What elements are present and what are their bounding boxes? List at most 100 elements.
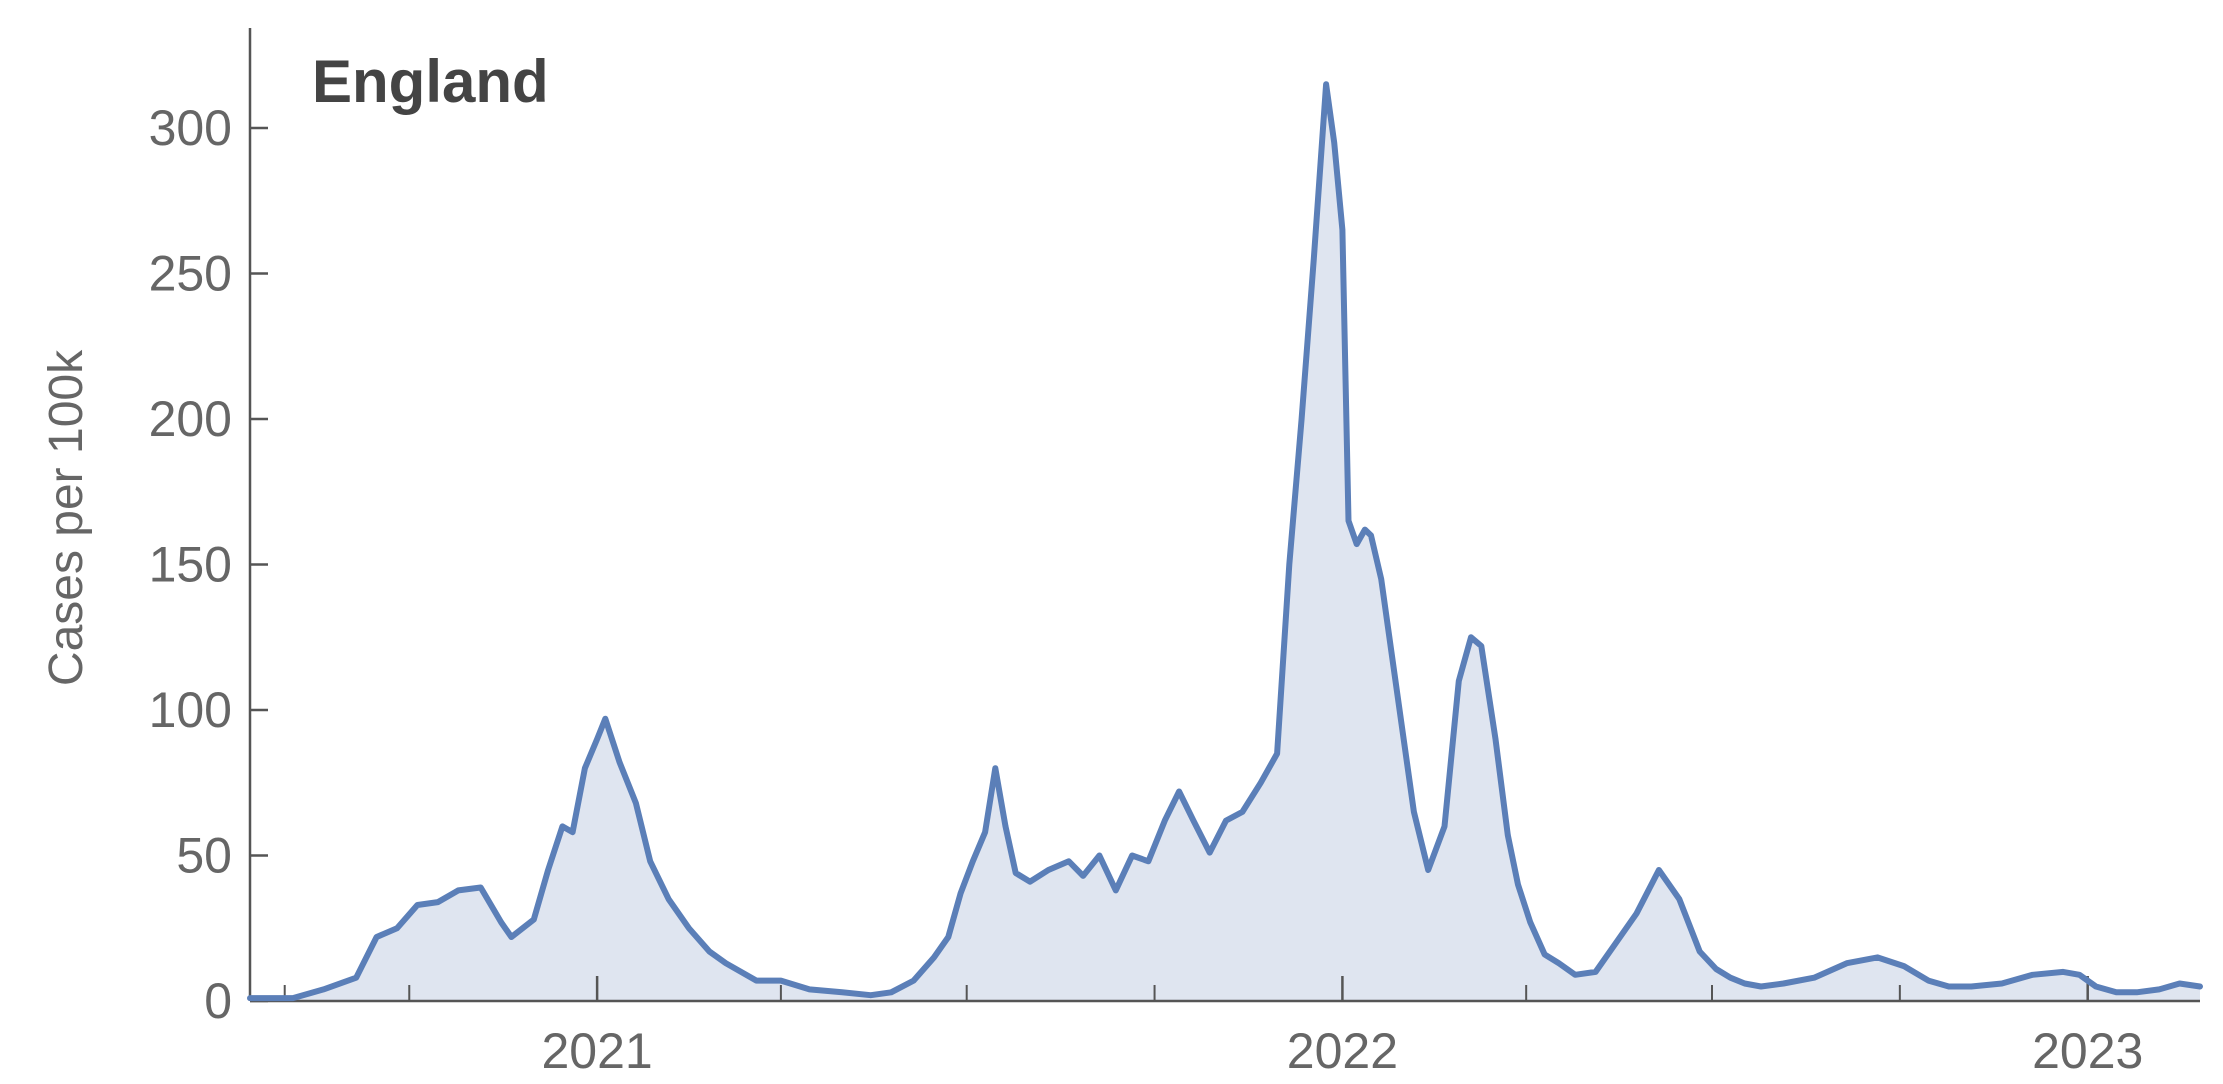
data-point: [983, 830, 988, 835]
data-point: [1324, 82, 1329, 87]
data-point: [321, 987, 326, 992]
data-point: [1340, 227, 1345, 232]
data-point: [993, 766, 998, 771]
data-point: [687, 926, 692, 931]
data-point: [1493, 737, 1498, 742]
y-tick-label: 150: [149, 537, 232, 593]
data-point: [1516, 882, 1521, 887]
data-point: [666, 897, 671, 902]
y-tick-label: 50: [176, 828, 232, 884]
data-point: [633, 801, 638, 806]
data-point: [2030, 972, 2035, 977]
data-point: [1479, 644, 1484, 649]
x-tick-label: 2022: [1287, 1023, 1398, 1079]
data-point: [499, 920, 504, 925]
data-point: [1028, 879, 1033, 884]
data-point: [1614, 940, 1619, 945]
data-point: [754, 978, 759, 983]
data-point: [1275, 751, 1280, 756]
chart-title: England: [312, 48, 549, 115]
data-point: [1781, 981, 1786, 986]
data-point: [509, 935, 514, 940]
y-tick-label: 250: [149, 246, 232, 302]
data-point: [911, 978, 916, 983]
data-point: [1573, 972, 1578, 977]
data-point: [1207, 850, 1212, 855]
data-point: [648, 859, 653, 864]
data-point: [1299, 417, 1304, 422]
data-point: [1346, 518, 1351, 523]
data-point: [1146, 859, 1151, 864]
data-point: [1742, 981, 1747, 986]
data-point: [1593, 969, 1598, 974]
data-point: [1844, 961, 1849, 966]
data-point: [1389, 649, 1394, 654]
y-tick-label: 100: [149, 682, 232, 738]
data-point: [807, 987, 812, 992]
data-point: [1634, 911, 1639, 916]
data-point: [1240, 809, 1245, 814]
data-point: [1379, 577, 1384, 582]
data-point: [2134, 990, 2139, 995]
data-point: [1113, 888, 1118, 893]
y-tick-label: 200: [149, 391, 232, 447]
y-tick-label: 300: [149, 100, 232, 156]
data-point: [1003, 824, 1008, 829]
data-point: [1162, 818, 1167, 823]
data-point: [1177, 789, 1182, 794]
data-point: [1442, 824, 1447, 829]
data-point: [2177, 981, 2182, 986]
series-line: [247, 81, 2203, 1002]
data-point: [1332, 140, 1337, 145]
data-point: [707, 949, 712, 954]
data-point: [415, 903, 420, 908]
data-point: [1411, 809, 1416, 814]
x-tick-label: 2023: [2032, 1023, 2143, 1079]
data-point: [2198, 984, 2203, 989]
data-point: [1081, 873, 1086, 878]
data-point: [1677, 897, 1682, 902]
data-point: [1287, 562, 1292, 567]
data-point: [1224, 818, 1229, 823]
data-point: [840, 990, 845, 995]
data-point: [2077, 972, 2082, 977]
data-point: [1046, 868, 1051, 873]
data-point: [1013, 871, 1018, 876]
data-point: [1097, 853, 1102, 858]
data-point: [1505, 833, 1510, 838]
data-point: [1191, 818, 1196, 823]
data-point: [1362, 527, 1367, 532]
data-point: [958, 891, 963, 896]
data-point: [868, 993, 873, 998]
y-axis-title: Cases per 100k: [40, 349, 93, 686]
data-point: [290, 996, 295, 1001]
data-point: [1258, 780, 1263, 785]
data-point: [1946, 984, 1951, 989]
data-point: [456, 888, 461, 893]
data-point: [1311, 256, 1316, 261]
data-point: [582, 766, 587, 771]
series-area-fill: [250, 84, 2200, 1002]
data-point: [2061, 969, 2066, 974]
data-point: [1999, 981, 2004, 986]
data-point: [723, 961, 728, 966]
data-point: [478, 885, 483, 890]
data-point: [2114, 990, 2119, 995]
data-point: [395, 926, 400, 931]
x-tick-label: 2021: [542, 1023, 653, 1079]
data-point: [603, 716, 608, 721]
data-point: [1901, 964, 1906, 969]
data-point: [1456, 678, 1461, 683]
data-point: [595, 737, 600, 742]
data-point: [1697, 949, 1702, 954]
data-point: [1926, 978, 1931, 983]
data-point: [932, 955, 937, 960]
data-point: [2157, 987, 2162, 992]
data-point: [1556, 961, 1561, 966]
data-point: [889, 990, 894, 995]
data-point: [1728, 975, 1733, 980]
data-point: [970, 859, 975, 864]
data-point: [354, 975, 359, 980]
data-point: [570, 830, 575, 835]
